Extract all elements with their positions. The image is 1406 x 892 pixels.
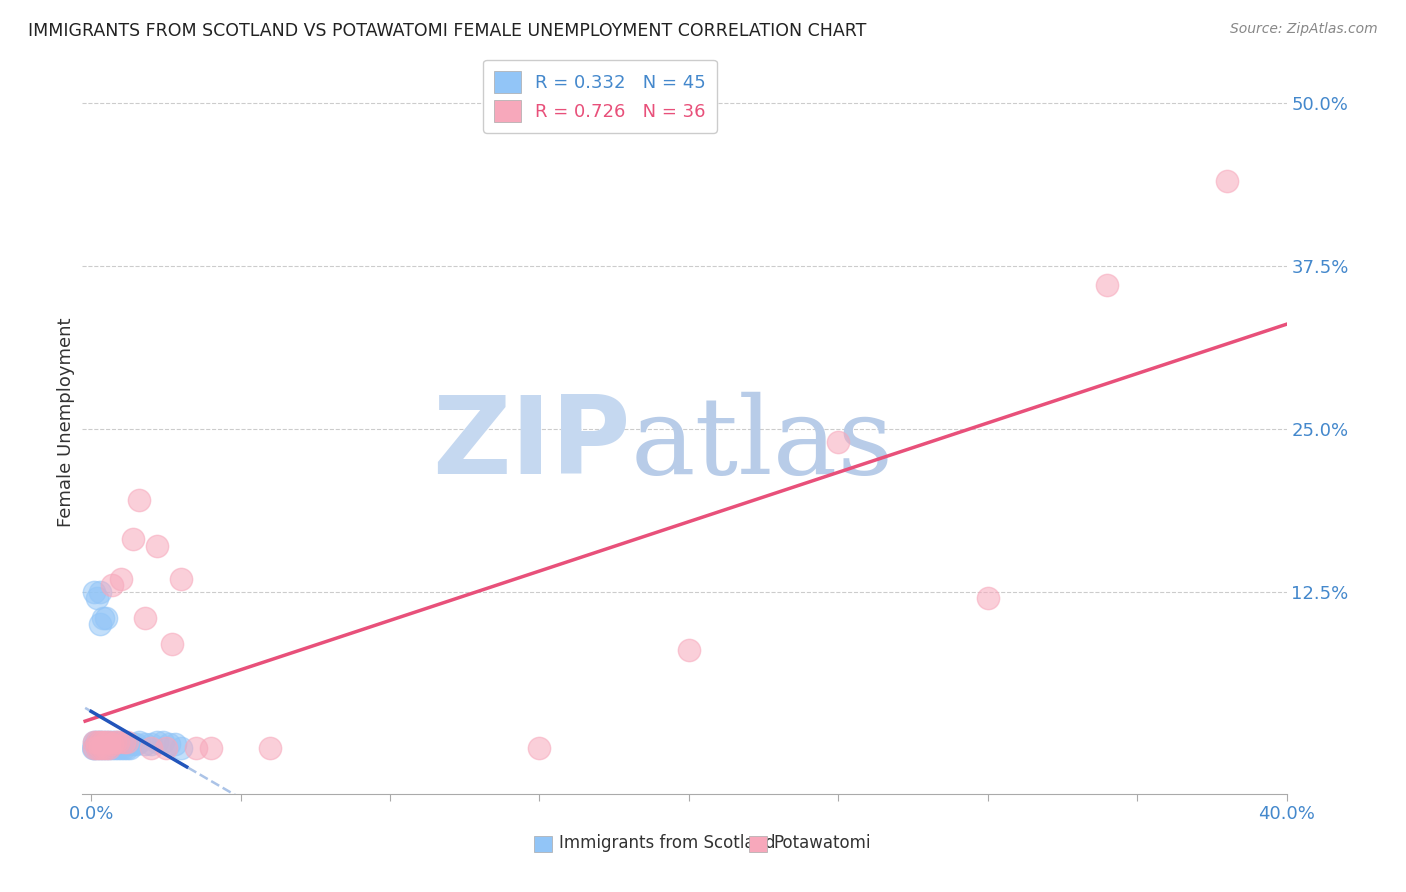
Point <box>91 741 114 756</box>
Point <box>977 591 1000 606</box>
Point <box>83 734 105 748</box>
Point <box>89 737 111 751</box>
Point <box>110 572 132 586</box>
Point <box>112 741 135 756</box>
Point <box>134 737 156 751</box>
Point <box>94 741 117 756</box>
Point <box>200 741 222 756</box>
Point <box>91 734 114 748</box>
Point <box>98 737 121 751</box>
Y-axis label: Female Unemployment: Female Unemployment <box>58 318 75 527</box>
Legend: R = 0.332   N = 45, R = 0.726   N = 36: R = 0.332 N = 45, R = 0.726 N = 36 <box>484 60 717 133</box>
Point <box>529 741 551 756</box>
Point <box>86 737 108 751</box>
Point <box>170 572 193 586</box>
Point <box>115 741 138 756</box>
Point <box>146 734 169 748</box>
Point <box>122 737 145 751</box>
Text: IMMIGRANTS FROM SCOTLAND VS POTAWATOMI FEMALE UNEMPLOYMENT CORRELATION CHART: IMMIGRANTS FROM SCOTLAND VS POTAWATOMI F… <box>28 22 866 40</box>
Text: Source: ZipAtlas.com: Source: ZipAtlas.com <box>1230 22 1378 37</box>
Point <box>94 741 117 756</box>
Point <box>91 734 114 748</box>
Point <box>104 734 127 748</box>
Point <box>86 741 108 756</box>
Point <box>98 741 121 756</box>
Point <box>1216 174 1239 188</box>
Point <box>128 493 150 508</box>
Point <box>86 734 108 748</box>
Point <box>101 737 124 751</box>
Point <box>152 734 174 748</box>
Point <box>107 734 129 748</box>
Point <box>134 610 156 624</box>
Point <box>125 737 148 751</box>
Point <box>157 737 180 751</box>
Point <box>83 741 105 756</box>
Point <box>104 741 127 756</box>
Point <box>91 610 114 624</box>
Point <box>115 734 138 748</box>
Point <box>122 533 145 547</box>
Point <box>118 741 141 756</box>
Point <box>98 734 121 748</box>
Point <box>101 578 124 592</box>
Point <box>112 734 135 748</box>
Point <box>139 737 162 751</box>
Point <box>83 734 105 748</box>
Point <box>94 737 117 751</box>
Point <box>101 734 124 748</box>
Point <box>89 734 111 748</box>
Point <box>89 617 111 632</box>
Point <box>678 643 700 657</box>
Point <box>139 741 162 756</box>
Point <box>89 734 111 748</box>
Point <box>170 741 193 756</box>
Point <box>87 734 110 748</box>
Point <box>110 741 132 756</box>
Point <box>86 741 108 756</box>
Point <box>104 734 127 748</box>
Text: Immigrants from Scotland: Immigrants from Scotland <box>560 834 776 852</box>
Point <box>83 584 105 599</box>
Point <box>94 610 117 624</box>
Point <box>82 741 104 756</box>
Point <box>98 741 121 756</box>
Point <box>94 734 117 748</box>
Point <box>89 741 111 756</box>
Point <box>1097 278 1119 293</box>
Point <box>128 734 150 748</box>
Point <box>94 734 117 748</box>
Text: Potawatomi: Potawatomi <box>773 834 872 852</box>
Point <box>107 741 129 756</box>
Point <box>163 737 186 751</box>
Text: ZIP: ZIP <box>432 392 630 498</box>
Point <box>107 734 129 748</box>
Point <box>827 434 849 449</box>
Point <box>184 741 207 756</box>
Point <box>146 539 169 553</box>
Point <box>259 741 281 756</box>
Point <box>160 637 183 651</box>
Point <box>89 584 111 599</box>
Point <box>91 741 114 756</box>
Point <box>91 737 114 751</box>
Point <box>89 741 111 756</box>
Point <box>83 741 105 756</box>
Point <box>98 734 121 748</box>
Text: atlas: atlas <box>630 392 893 497</box>
Point <box>86 591 108 606</box>
Point <box>84 734 107 748</box>
Point <box>155 741 177 756</box>
Point <box>101 741 124 756</box>
